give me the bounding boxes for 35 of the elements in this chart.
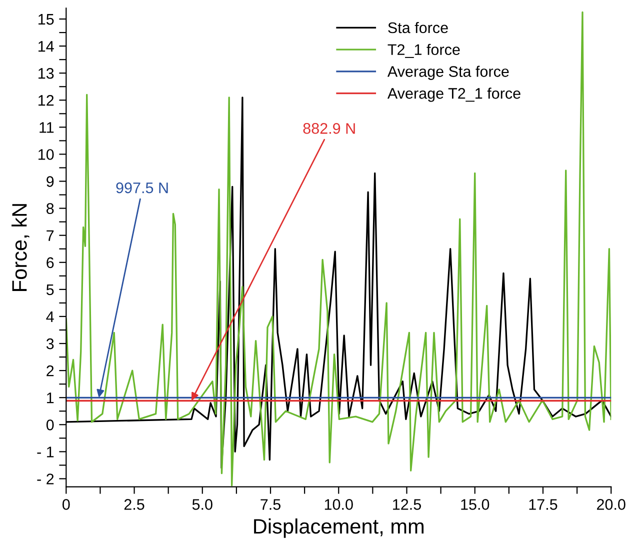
x-tick-label: 10.0 [324,499,353,510]
x-tick-label: 2.5 [124,499,144,510]
x-tick-label: 0 [62,499,70,510]
y-tick-label: 1 [47,392,54,404]
y-tick-label: 13 [38,68,54,79]
y-tick-label: 9 [46,176,54,187]
y-tick-label: 11 [40,122,54,133]
annotation: 882.9 N [303,123,355,134]
y-tick-label: 0 [46,420,54,430]
x-tick-label: 20.0 [597,499,626,510]
y-tick-label: 3 [46,338,54,350]
y-tick-label: 8 [46,203,54,214]
y-axis-title: Force, kN [12,204,30,291]
x-axis-title: Displacement, mm [254,518,424,538]
y-tick-label: - 2 [37,474,54,484]
y-tick-label: 15 [38,14,54,25]
y-tick-label: 7 [46,230,54,241]
y-tick-label: 12 [38,95,54,106]
legend-label: Average T2_1 force [387,88,520,102]
y-tick-label: 6 [46,257,54,268]
legend-label: Sta force [388,22,448,34]
y-tick-label: 10 [38,149,54,160]
legend-label: T2_1 force [388,44,460,58]
y-tick-label: 14 [38,41,54,52]
x-tick-label: 7.5 [260,499,280,510]
x-tick-label: 17.5 [529,499,558,510]
y-tick-label: 2 [46,365,54,376]
x-tick-label: 15.0 [461,499,490,510]
x-tick-label: 5.0 [192,499,212,510]
annotation: 997.5 N [116,182,168,194]
y-tick-label: 4 [46,311,54,322]
x-tick-label: 12.5 [393,499,421,510]
y-tick-label: 5 [46,284,54,296]
legend-label: Average Sta force [387,66,509,80]
y-tick-label: - 1 [37,446,54,458]
